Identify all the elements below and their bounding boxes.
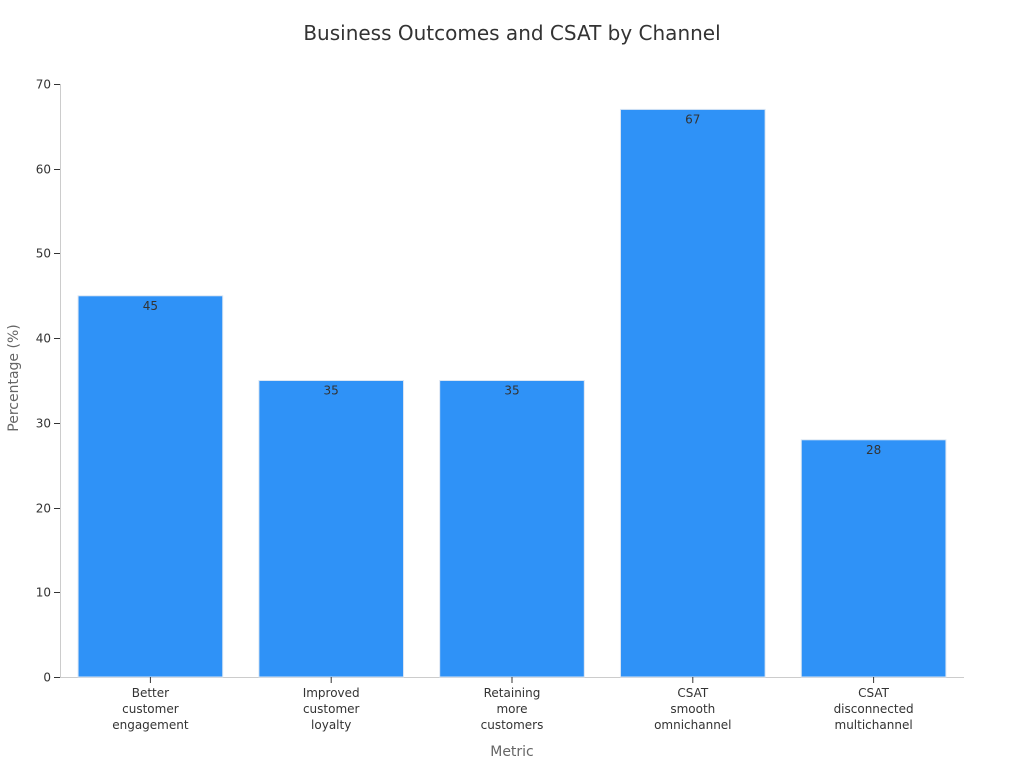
x-tick-label-line: disconnected bbox=[834, 702, 914, 716]
x-tick-label: Retaining more customers bbox=[481, 686, 544, 732]
bar bbox=[258, 380, 405, 678]
x-tick-label-line: multichannel bbox=[835, 718, 913, 732]
y-axis-label: Percentage (%) bbox=[6, 324, 22, 431]
chart-title: Business Outcomes and CSAT by Channel bbox=[303, 21, 720, 45]
y-tick-label: 0 bbox=[43, 671, 51, 685]
x-tick-label-line: customer bbox=[303, 702, 360, 716]
bar bbox=[800, 439, 947, 678]
bar bbox=[619, 108, 766, 678]
y-tick-label: 10 bbox=[36, 586, 51, 600]
x-tick-label: CSAT disconnected multichannel bbox=[834, 686, 914, 732]
data-label: 28 bbox=[866, 443, 881, 457]
x-tick-label-line: CSAT bbox=[677, 686, 708, 700]
y-tick-label: 20 bbox=[36, 502, 51, 516]
bar bbox=[77, 295, 224, 678]
x-tick-label-line: customer bbox=[122, 702, 179, 716]
data-label: 35 bbox=[504, 384, 519, 398]
data-label: 35 bbox=[324, 384, 339, 398]
x-tick-label-line: more bbox=[496, 702, 527, 716]
x-tick-label-line: Retaining bbox=[484, 686, 541, 700]
x-tick-label-line: engagement bbox=[112, 718, 189, 732]
y-tick-label: 60 bbox=[36, 163, 51, 177]
bars: 45 35 35 67 28 bbox=[77, 108, 947, 678]
data-label: 45 bbox=[143, 299, 158, 313]
y-tick-label: 50 bbox=[36, 247, 51, 261]
x-tick-label: Better customer engagement bbox=[112, 686, 189, 732]
x-ticks: Better customer engagement Improved customer… bbox=[112, 677, 914, 732]
y-tick-label: 70 bbox=[36, 78, 51, 92]
x-tick-label-line: Improved bbox=[303, 686, 360, 700]
bar bbox=[439, 380, 585, 678]
y-tick-label: 40 bbox=[36, 332, 51, 346]
x-axis-label: Metric bbox=[490, 744, 534, 760]
x-tick-label-line: omnichannel bbox=[654, 718, 731, 732]
y-tick-label: 30 bbox=[36, 417, 51, 431]
x-tick-label-line: loyalty bbox=[311, 718, 351, 732]
x-tick-label-line: Better bbox=[132, 686, 169, 700]
x-tick-label: CSAT smooth omnichannel bbox=[654, 686, 731, 732]
y-ticks: 0 10 20 30 40 50 60 70 bbox=[36, 78, 60, 685]
x-tick-label-line: smooth bbox=[670, 702, 715, 716]
x-tick-label-line: customers bbox=[481, 718, 544, 732]
x-tick-label-line: CSAT bbox=[858, 686, 889, 700]
x-tick-label: Improved customer loyalty bbox=[303, 686, 360, 732]
data-label: 67 bbox=[685, 112, 700, 126]
